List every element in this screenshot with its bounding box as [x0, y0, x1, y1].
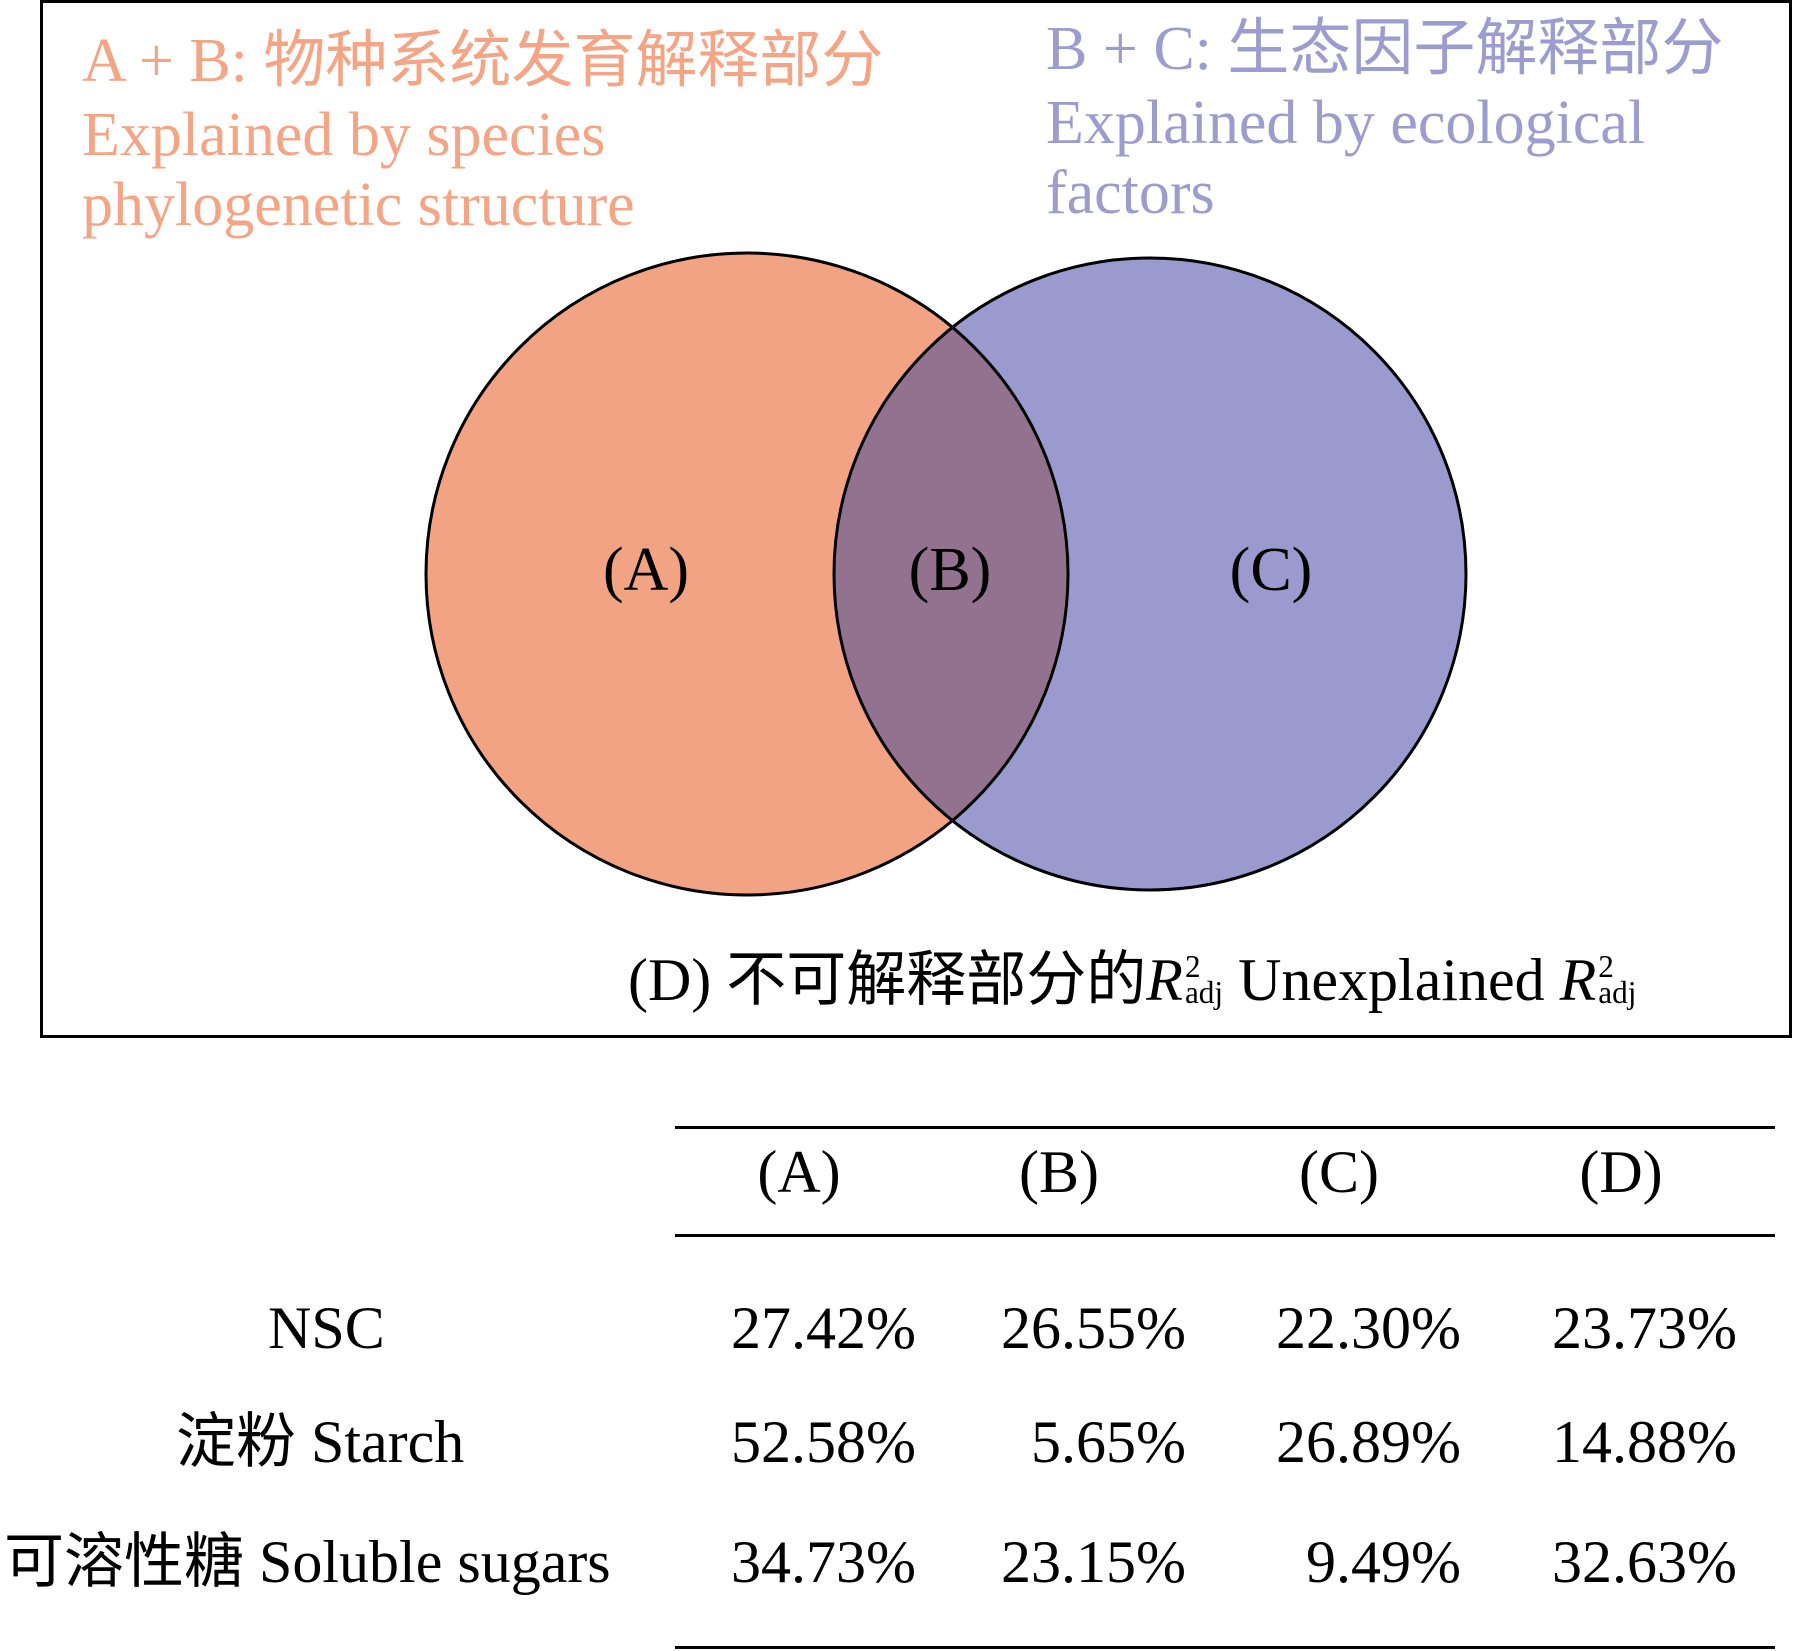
circle-a-b-outline	[424, 251, 1070, 897]
r-superscript-2: 2	[1598, 948, 1614, 984]
unexplained-middle: Unexplained	[1223, 947, 1560, 1013]
unexplained-prefix: (D) 不可解释部分的	[628, 947, 1147, 1013]
cell-starch-a: 52.58%	[731, 1409, 916, 1475]
r-subscript: adj	[1184, 975, 1224, 1011]
cell-soluble-a: 34.73%	[731, 1529, 916, 1595]
cell-soluble-d: 32.63%	[1552, 1529, 1737, 1595]
r-sup-sub-2: 2 adj	[1598, 948, 1637, 1011]
circle-b-c-outline	[832, 256, 1468, 892]
region-c-label: (C)	[1230, 536, 1313, 604]
column-header-c: (C)	[1299, 1139, 1379, 1205]
r-subscript-2: adj	[1598, 975, 1637, 1011]
label-ecological: B + C: 生态因子解释部分 Explained by ecological …	[1046, 18, 1786, 224]
r-sup-sub: 2 adj	[1184, 948, 1224, 1011]
cell-starch-d: 14.88%	[1552, 1409, 1737, 1475]
row-label-nsc: NSC	[268, 1295, 385, 1361]
region-b-label: (B)	[909, 536, 992, 604]
r-superscript: 2	[1184, 948, 1201, 984]
cell-starch-b: 5.65%	[1031, 1409, 1186, 1475]
cell-nsc-b: 26.55%	[1001, 1295, 1186, 1361]
cell-nsc-d: 23.73%	[1552, 1295, 1737, 1361]
label-ecological-en-2: factors	[1046, 159, 1215, 227]
column-header-a: (A)	[757, 1139, 841, 1205]
r-symbol-2: R	[1559, 947, 1597, 1013]
column-header-b: (B)	[1019, 1139, 1099, 1205]
table-rule-top	[675, 1126, 1775, 1129]
venn-diagram-frame	[40, 0, 1792, 1038]
label-phylogenetic-en-1: Explained by species	[82, 101, 606, 169]
venn-diagram: (A) (B) (C)	[424, 251, 1468, 897]
region-a-label: (A)	[603, 536, 689, 604]
label-ecological-en-1: Explained by ecological	[1046, 89, 1646, 157]
cell-soluble-b: 23.15%	[1001, 1529, 1186, 1595]
table-rule-header	[675, 1234, 1775, 1237]
row-label-soluble-sugars: 可溶性糖 Soluble sugars	[4, 1529, 611, 1595]
unexplained-label: (D) 不可解释部分的R 2 adj Unexplained R 2 adj	[628, 950, 1636, 1010]
label-ecological-zh: B + C: 生态因子解释部分	[1046, 15, 1724, 83]
cell-nsc-a: 27.42%	[731, 1295, 916, 1361]
table-rule-bottom	[675, 1646, 1775, 1649]
label-phylogenetic-en-2: phylogenetic structure	[82, 171, 635, 239]
r-symbol: R	[1146, 947, 1183, 1013]
cell-soluble-c: 9.49%	[1306, 1529, 1461, 1595]
label-phylogenetic-zh: A + B: 物种系统发育解释部分	[82, 27, 884, 95]
cell-starch-c: 26.89%	[1276, 1409, 1461, 1475]
row-label-starch: 淀粉 Starch	[176, 1409, 465, 1475]
overlap-region-b	[834, 258, 1068, 890]
cell-nsc-c: 22.30%	[1276, 1295, 1461, 1361]
column-header-d: (D)	[1579, 1139, 1663, 1205]
label-phylogenetic: A + B: 物种系统发育解释部分 Explained by species p…	[82, 30, 1002, 236]
